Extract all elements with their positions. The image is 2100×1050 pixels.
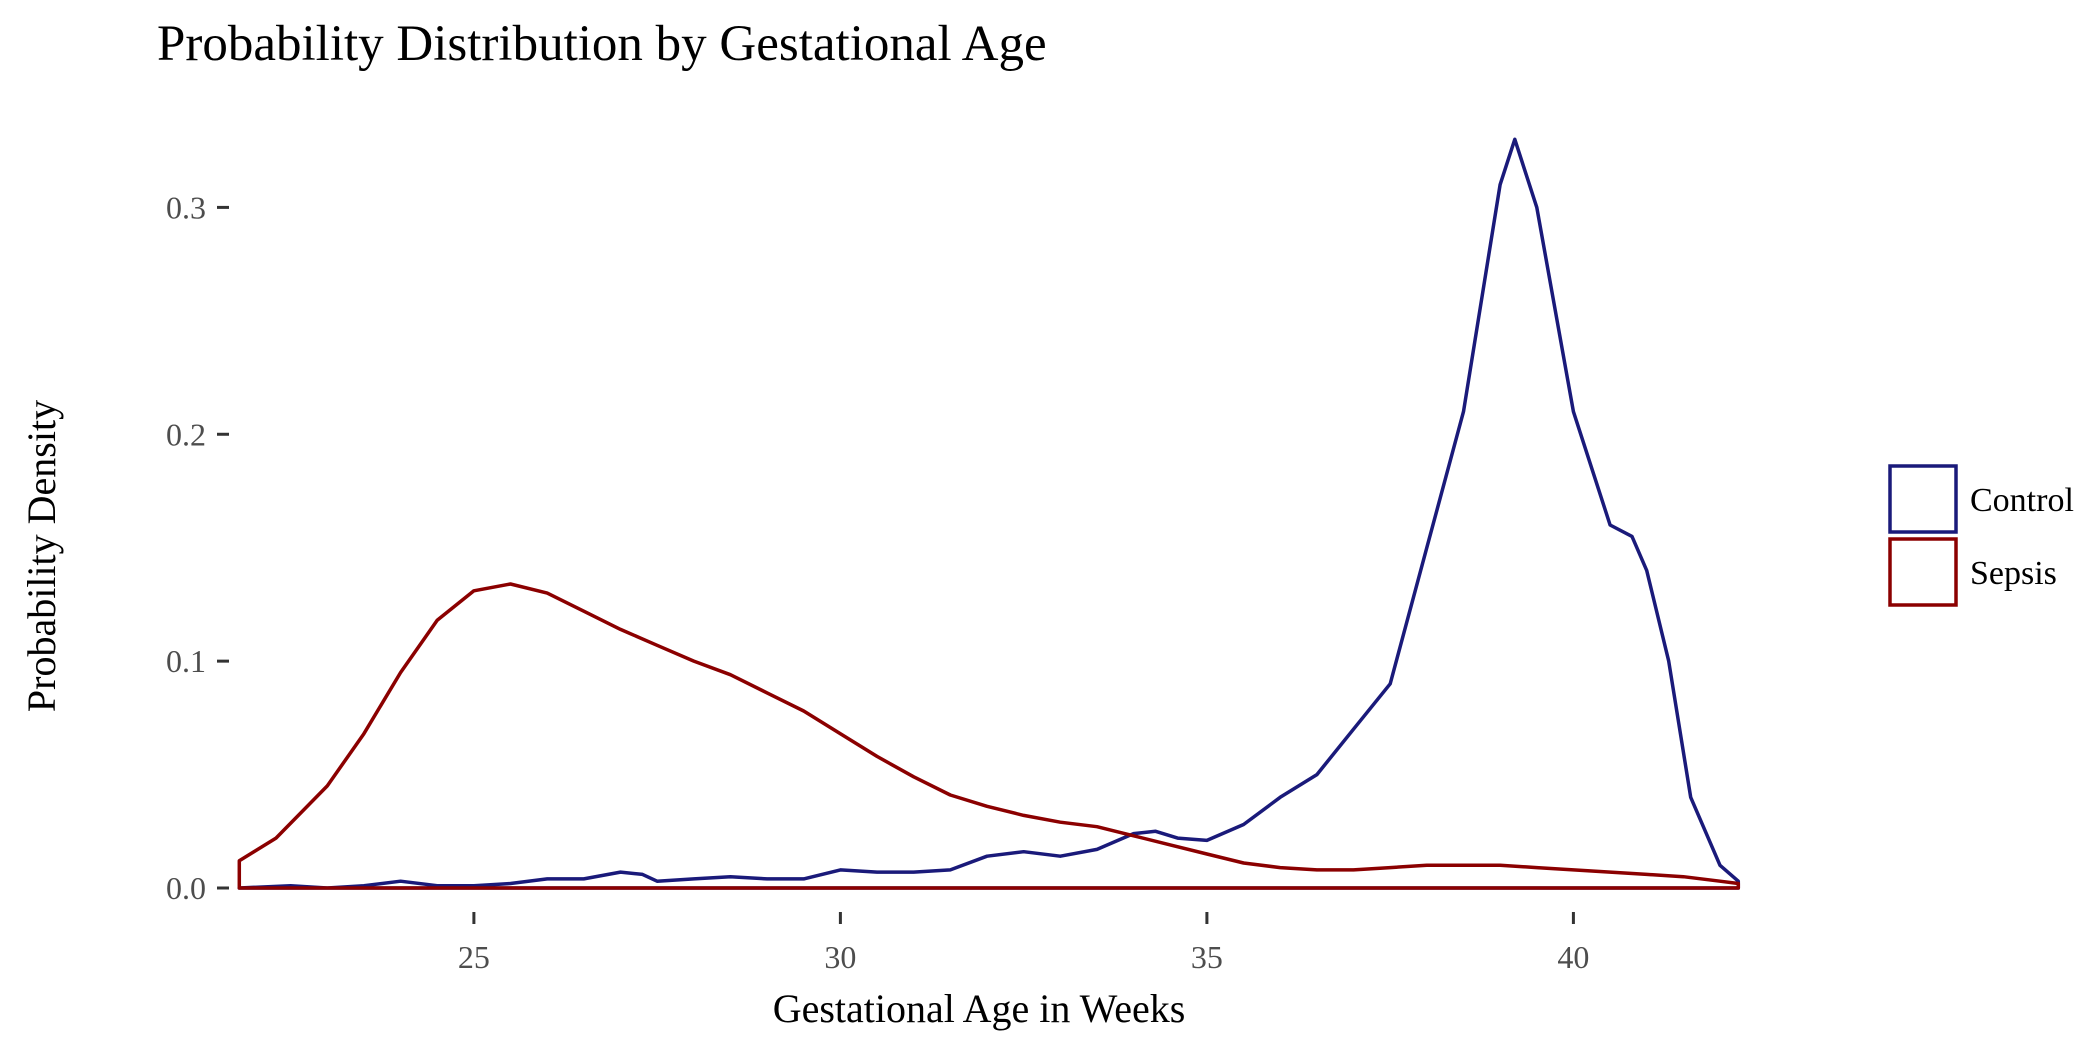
x-axis: 25 30 35 40: [458, 912, 1589, 975]
y-tick-label: 0.3: [166, 189, 206, 225]
y-tick-label: 0.0: [166, 870, 206, 906]
y-axis-title: Probability Density: [19, 400, 64, 712]
series-sepsis-line: [237, 582, 1741, 890]
legend-label-sepsis: Sepsis: [1970, 555, 2057, 592]
y-axis: 0.0 0.1 0.2 0.3: [166, 189, 229, 906]
x-tick-label: 30: [824, 939, 856, 975]
legend-key-sepsis: [1888, 537, 1958, 607]
chart-title: Probability Distribution by Gestational …: [157, 16, 1047, 72]
x-tick-label: 35: [1191, 939, 1223, 975]
series-control-line: [237, 137, 1741, 890]
legend: Control Sepsis: [1888, 464, 2074, 607]
y-tick-label: 0.2: [166, 416, 206, 452]
legend-label-control: Control: [1970, 482, 2074, 519]
x-axis-title: Gestational Age in Weeks: [773, 986, 1186, 1031]
legend-key-control: [1888, 464, 1958, 534]
plot-area: [237, 137, 1741, 890]
y-tick-label: 0.1: [166, 643, 206, 679]
x-tick-label: 40: [1557, 939, 1589, 975]
x-tick-label: 25: [458, 939, 490, 975]
